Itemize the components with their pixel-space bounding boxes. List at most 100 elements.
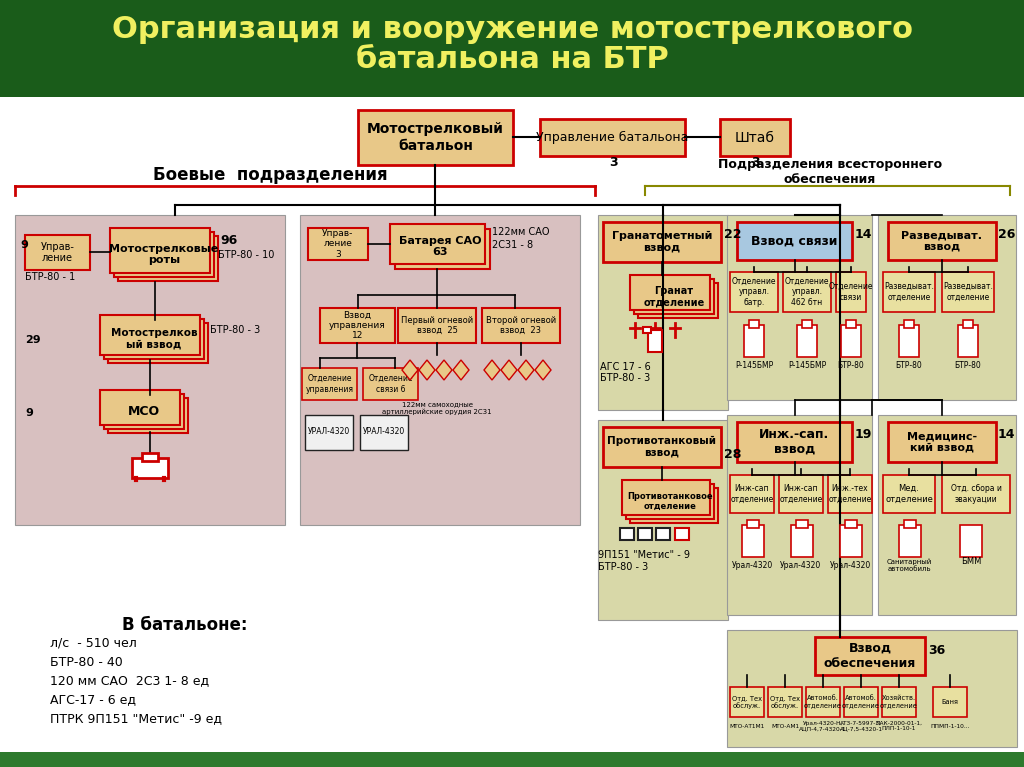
FancyBboxPatch shape [882,687,916,717]
Text: Взвод связи: Взвод связи [752,235,838,248]
Text: 3: 3 [751,156,760,169]
Text: Отд. Тех
обслуж.: Отд. Тех обслуж. [732,695,762,709]
FancyBboxPatch shape [482,308,560,343]
Text: 22: 22 [724,229,741,242]
Text: 9П151 "Метис" - 9: 9П151 "Метис" - 9 [598,550,690,560]
Text: 36: 36 [928,644,945,657]
FancyBboxPatch shape [720,119,790,156]
FancyBboxPatch shape [883,475,935,513]
FancyBboxPatch shape [638,528,652,540]
FancyBboxPatch shape [737,422,852,462]
Text: БТР-80 - 1: БТР-80 - 1 [25,272,75,282]
FancyBboxPatch shape [302,368,357,400]
FancyBboxPatch shape [836,272,866,312]
Text: 120 мм САО  2С3 1- 8 ед: 120 мм САО 2С3 1- 8 ед [50,674,209,687]
FancyBboxPatch shape [958,325,978,357]
Text: Урал-4320: Урал-4320 [731,561,773,570]
Text: БММ: БММ [961,558,981,567]
FancyBboxPatch shape [362,368,418,400]
FancyBboxPatch shape [746,520,759,528]
Text: БТР-80: БТР-80 [954,361,981,370]
Text: ПТРК 9П151 "Метис" -9 ед: ПТРК 9П151 "Метис" -9 ед [50,713,222,726]
Text: Урал-4320: Урал-4320 [780,561,821,570]
FancyBboxPatch shape [395,229,490,269]
Text: АТЗ-7-5997-3,
АЦ-7,5-4320-1: АТЗ-7-5997-3, АЦ-7,5-4320-1 [840,721,883,732]
Text: В батальоне:: В батальоне: [122,616,248,634]
FancyBboxPatch shape [888,222,996,260]
FancyBboxPatch shape [540,119,685,156]
FancyBboxPatch shape [942,272,994,312]
Text: Урал-4320-Н,
АЦП-4,7-4320-1: Урал-4320-Н, АЦП-4,7-4320-1 [800,721,847,732]
Text: Управ-
ление: Управ- ление [41,242,75,263]
Text: Отделение
связи: Отделение связи [828,282,873,301]
Text: Мотострелков
ый взвод: Мотострелков ый взвод [111,328,198,350]
FancyBboxPatch shape [0,0,1024,97]
Text: Инж.-сап.
взвод: Инж.-сап. взвод [760,428,829,456]
Text: Отделение
связи 6: Отделение связи 6 [369,374,413,393]
FancyBboxPatch shape [727,415,872,615]
FancyBboxPatch shape [656,528,670,540]
Text: Взвод
обеспечения: Взвод обеспечения [824,642,916,670]
FancyBboxPatch shape [598,215,728,410]
FancyBboxPatch shape [730,475,774,513]
Text: 14: 14 [998,429,1016,442]
FancyBboxPatch shape [0,752,1024,767]
Text: МТО-АМ1: МТО-АМ1 [771,723,799,729]
Text: 28: 28 [724,449,741,462]
FancyBboxPatch shape [360,415,408,450]
FancyBboxPatch shape [883,272,935,312]
FancyBboxPatch shape [305,415,353,450]
FancyBboxPatch shape [845,520,857,528]
FancyBboxPatch shape [744,325,764,357]
FancyBboxPatch shape [779,475,823,513]
FancyBboxPatch shape [358,110,513,165]
FancyBboxPatch shape [742,525,764,557]
Text: Боевые  подразделения: Боевые подразделения [153,166,387,184]
FancyBboxPatch shape [390,224,485,264]
Text: Разведыват.
взвод: Разведыват. взвод [901,230,982,252]
Text: Медицинс-
кий взвод: Медицинс- кий взвод [907,431,977,453]
FancyBboxPatch shape [768,687,802,717]
FancyBboxPatch shape [643,327,651,333]
Text: Инж-сап
отделение: Инж-сап отделение [779,484,822,504]
FancyBboxPatch shape [730,687,764,717]
Polygon shape [518,360,534,380]
Text: 9: 9 [25,408,33,418]
Text: 122мм самоходные
артиллерийские орудия 2С31: 122мм самоходные артиллерийские орудия 2… [382,401,492,415]
FancyBboxPatch shape [806,687,840,717]
FancyBboxPatch shape [648,330,662,352]
Text: 9: 9 [20,240,28,250]
Text: 29: 29 [25,335,41,345]
FancyBboxPatch shape [942,475,1010,513]
Text: МТО-АТ1М1: МТО-АТ1М1 [729,723,765,729]
Text: УРАЛ-4320: УРАЛ-4320 [362,427,406,436]
Text: Р-145БМР: Р-145БМР [735,361,773,370]
FancyBboxPatch shape [846,320,856,328]
Text: Отделение
управления: Отделение управления [305,374,353,393]
FancyBboxPatch shape [878,415,1016,615]
FancyBboxPatch shape [841,325,861,357]
FancyBboxPatch shape [783,272,831,312]
Polygon shape [484,360,500,380]
Text: Р-145БМР: Р-145БМР [787,361,826,370]
FancyBboxPatch shape [638,283,718,318]
FancyBboxPatch shape [727,215,872,400]
FancyBboxPatch shape [25,235,90,270]
Text: Инж.-тех
отделение: Инж.-тех отделение [828,484,871,504]
FancyBboxPatch shape [749,320,759,328]
FancyBboxPatch shape [308,228,368,260]
Text: Отделение
управл.
462 бтн: Отделение управл. 462 бтн [784,277,829,307]
FancyBboxPatch shape [118,236,218,281]
Text: 14: 14 [855,229,872,242]
Text: Гранатометный
взвод: Гранатометный взвод [611,231,712,253]
Text: Баня: Баня [941,699,958,705]
Text: Штаб: Штаб [735,130,775,144]
FancyBboxPatch shape [904,320,914,328]
FancyBboxPatch shape [630,488,718,523]
FancyBboxPatch shape [904,520,916,528]
Text: Управление батальона: Управление батальона [537,131,689,144]
FancyBboxPatch shape [840,525,862,557]
Text: батальона на БТР: батальона на БТР [355,45,669,74]
Text: Разведыват.
отделение: Разведыват. отделение [884,282,934,301]
FancyBboxPatch shape [878,215,1016,400]
